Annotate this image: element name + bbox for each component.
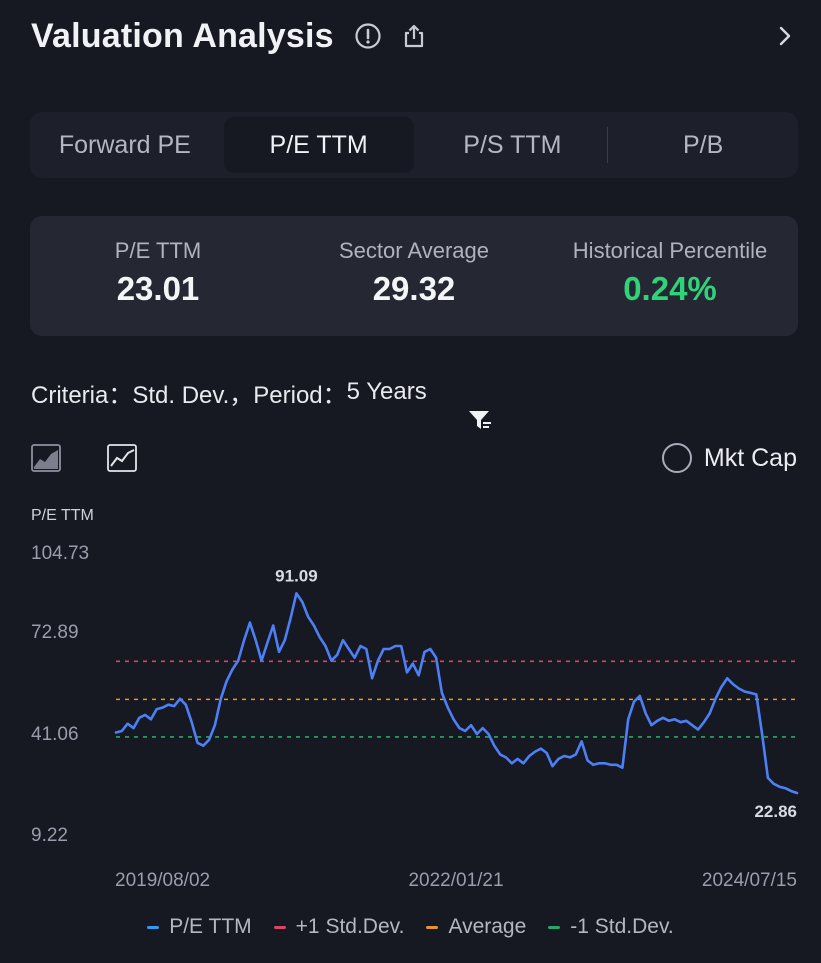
radio-icon[interactable] [661,443,692,473]
pe-ttm-chart: P/E TTM 104.73 72.89 41.06 9.22 91.09 22… [31,507,799,891]
filter-icon[interactable] [441,379,492,429]
criteria-row[interactable]: Criteria： Std. Dev.， Period： 5 Years [31,374,492,429]
period-value: 5 Years [346,378,427,405]
legend-label: +1 Std.Dev. [295,915,405,938]
stat-label: Sector Average [338,238,490,263]
legend-label: -1 Std.Dev. [570,915,674,938]
chart-legend: P/E TTM +1 Std.Dev. Average -1 Std.Dev. [0,912,821,942]
max-value-label: 91.09 [275,566,318,585]
stat-pe-ttm: P/E TTM 23.01 [30,216,286,336]
tab-forward-pe[interactable]: Forward PE [58,130,191,159]
y-tick-label: 72.89 [31,622,79,643]
stat-value: 23.01 [116,270,200,307]
legend-item: Average [426,915,526,939]
legend-swatch [147,925,160,929]
last-value-label: 22.86 [754,802,797,821]
tab-pb[interactable]: P/B [682,130,724,159]
legend-label: P/E TTM [169,915,252,938]
header: Valuation Analysis [31,14,797,58]
y-axis-title: P/E TTM [31,507,94,524]
line-chart-icon[interactable] [106,442,138,474]
legend-swatch [548,925,561,929]
x-tick-label: 2024/07/15 [702,870,797,891]
info-icon[interactable] [354,22,382,50]
stat-sector-average: Sector Average 29.32 [286,216,542,336]
valuation-stats-card: P/E TTM 23.01 Sector Average 29.32 Histo… [30,216,798,336]
legend-item: -1 Std.Dev. [548,915,674,939]
stat-label: P/E TTM [114,238,202,263]
mkt-cap-toggle[interactable]: Mkt Cap [661,440,797,476]
legend-swatch [426,925,439,929]
share-icon[interactable] [400,22,428,50]
y-tick-label: 104.73 [31,543,89,564]
y-tick-label: 41.06 [31,724,79,745]
legend-label: Average [448,915,527,938]
tab-divider [607,127,609,163]
x-tick-label: 2019/08/02 [115,870,210,891]
criteria-value: Std. Dev.， [132,381,254,409]
stat-label: Historical Percentile [572,238,768,263]
legend-swatch [273,925,286,929]
legend-item: P/E TTM [147,915,252,939]
area-chart-icon[interactable] [30,442,62,474]
legend-item: +1 Std.Dev. [273,915,405,939]
pe-ttm-series-line [114,592,799,795]
mkt-cap-label: Mkt Cap [703,443,797,472]
tab-ps-ttm[interactable]: P/S TTM [463,130,562,159]
stat-value: 29.32 [372,270,456,307]
x-tick-label: 2022/01/21 [408,870,503,891]
y-tick-label: 9.22 [31,825,68,846]
tab-pe-ttm[interactable]: P/E TTM [223,117,414,173]
chevron-right-icon[interactable] [773,22,797,50]
criteria-label: Criteria： [31,381,133,409]
stat-value: 0.24% [623,270,717,307]
page-title: Valuation Analysis [31,16,334,55]
stat-historical-percentile: Historical Percentile 0.24% [542,216,798,336]
period-label: Period： [253,381,347,409]
valuation-metric-tabs: Forward PE P/E TTM P/S TTM P/B [30,112,798,178]
